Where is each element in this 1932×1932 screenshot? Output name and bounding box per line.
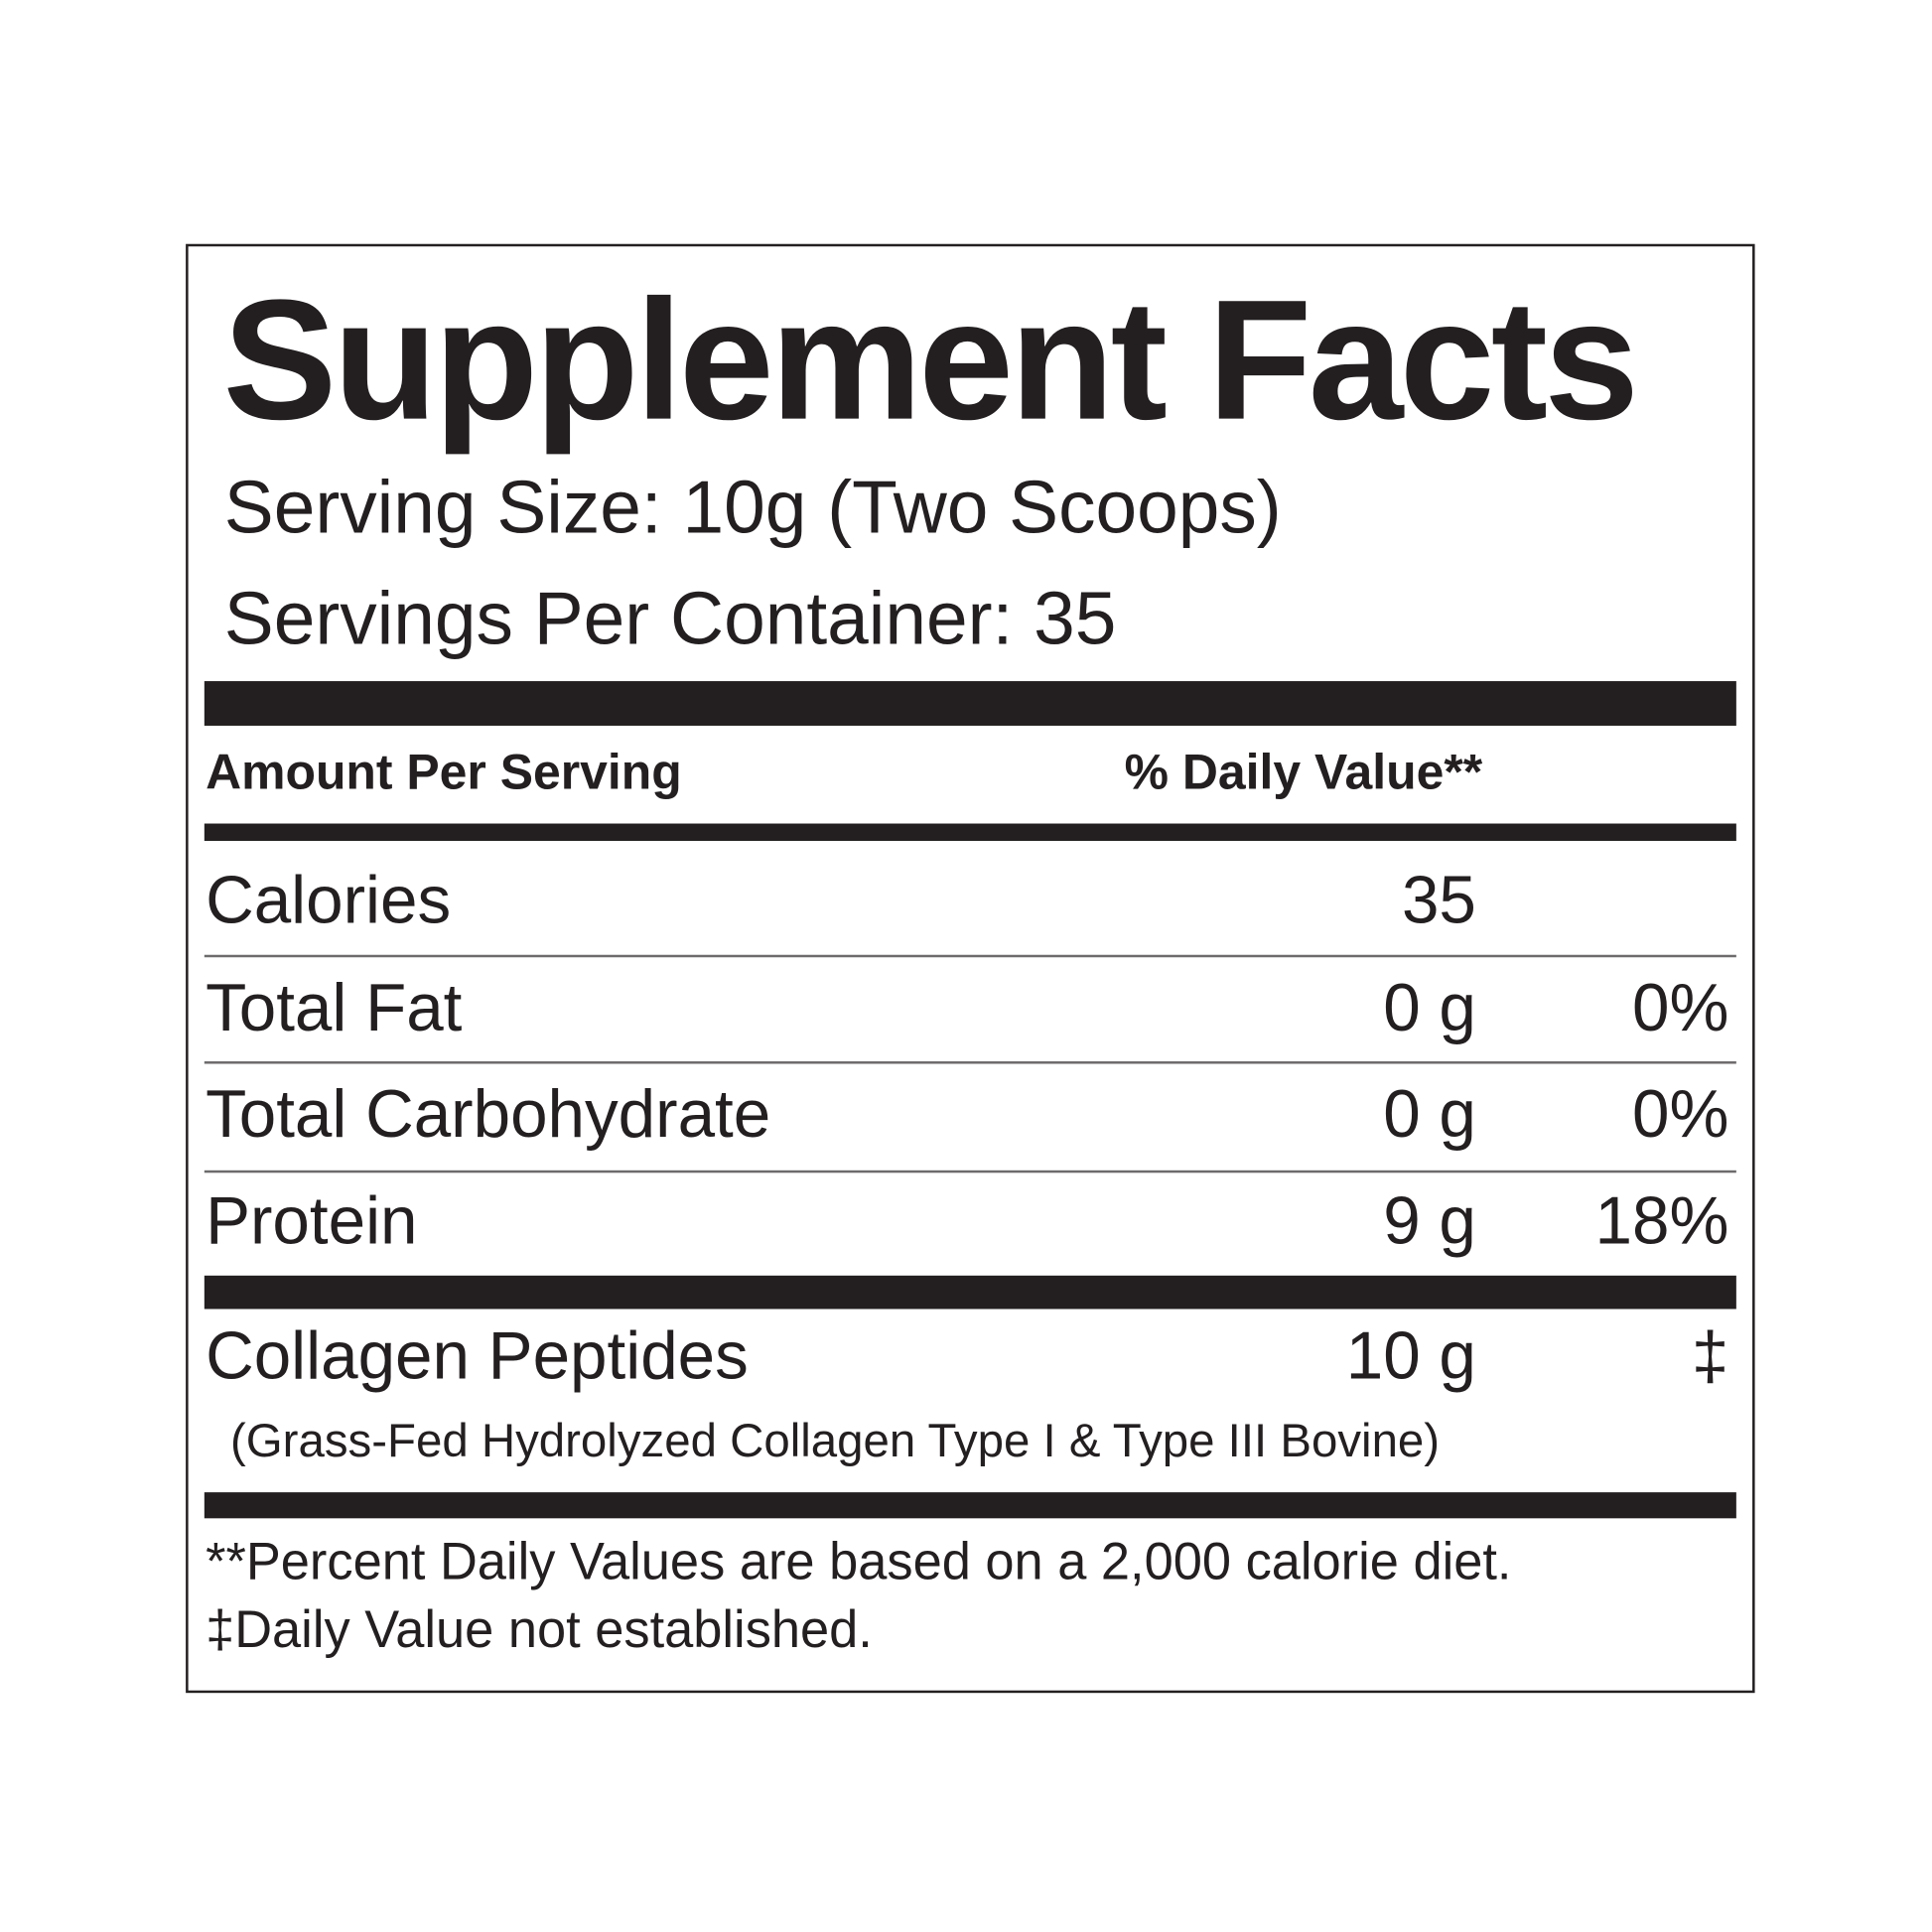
amount-per-serving-header: Amount Per Serving (206, 745, 682, 800)
servings-per-container: Servings Per Container: 35 (223, 577, 1117, 660)
serving-size: Serving Size: 10g (Two Scoops) (223, 466, 1282, 549)
row-amount: 10 g (1345, 1318, 1476, 1394)
row-daily-value: ‡ (1691, 1318, 1729, 1394)
row-name: Total Carbohydrate (206, 1077, 771, 1153)
row-daily-value: 18% (1594, 1183, 1729, 1259)
footnote-not-established: ‡Daily Value not established. (206, 1599, 873, 1659)
divider-medium (204, 823, 1736, 841)
footnote-daily-values: **Percent Daily Values are based on a 2,… (206, 1532, 1512, 1590)
row-daily-value: 0% (1632, 1077, 1729, 1153)
divider-thick (204, 1492, 1736, 1519)
row-subtext: (Grass-Fed Hydrolyzed Collagen Type I & … (230, 1415, 1441, 1468)
row-amount: 0 g (1383, 970, 1476, 1045)
row-divider (204, 954, 1736, 958)
row-name: Total Fat (206, 970, 463, 1045)
divider-thick (204, 1275, 1736, 1310)
daily-value-header: % Daily Value** (1124, 745, 1483, 800)
row-name: Calories (206, 863, 452, 938)
row-amount: 35 (1401, 863, 1476, 938)
divider-thick (204, 681, 1736, 726)
row-amount: 0 g (1383, 1077, 1476, 1153)
row-daily-value: 0% (1632, 970, 1729, 1045)
label-border (186, 243, 1755, 1694)
row-divider (204, 1061, 1736, 1064)
label-title: Supplement Facts (222, 264, 1639, 457)
row-name: Collagen Peptides (206, 1318, 749, 1394)
row-name: Protein (206, 1183, 418, 1259)
row-divider (204, 1170, 1736, 1173)
row-amount: 9 g (1383, 1183, 1476, 1259)
